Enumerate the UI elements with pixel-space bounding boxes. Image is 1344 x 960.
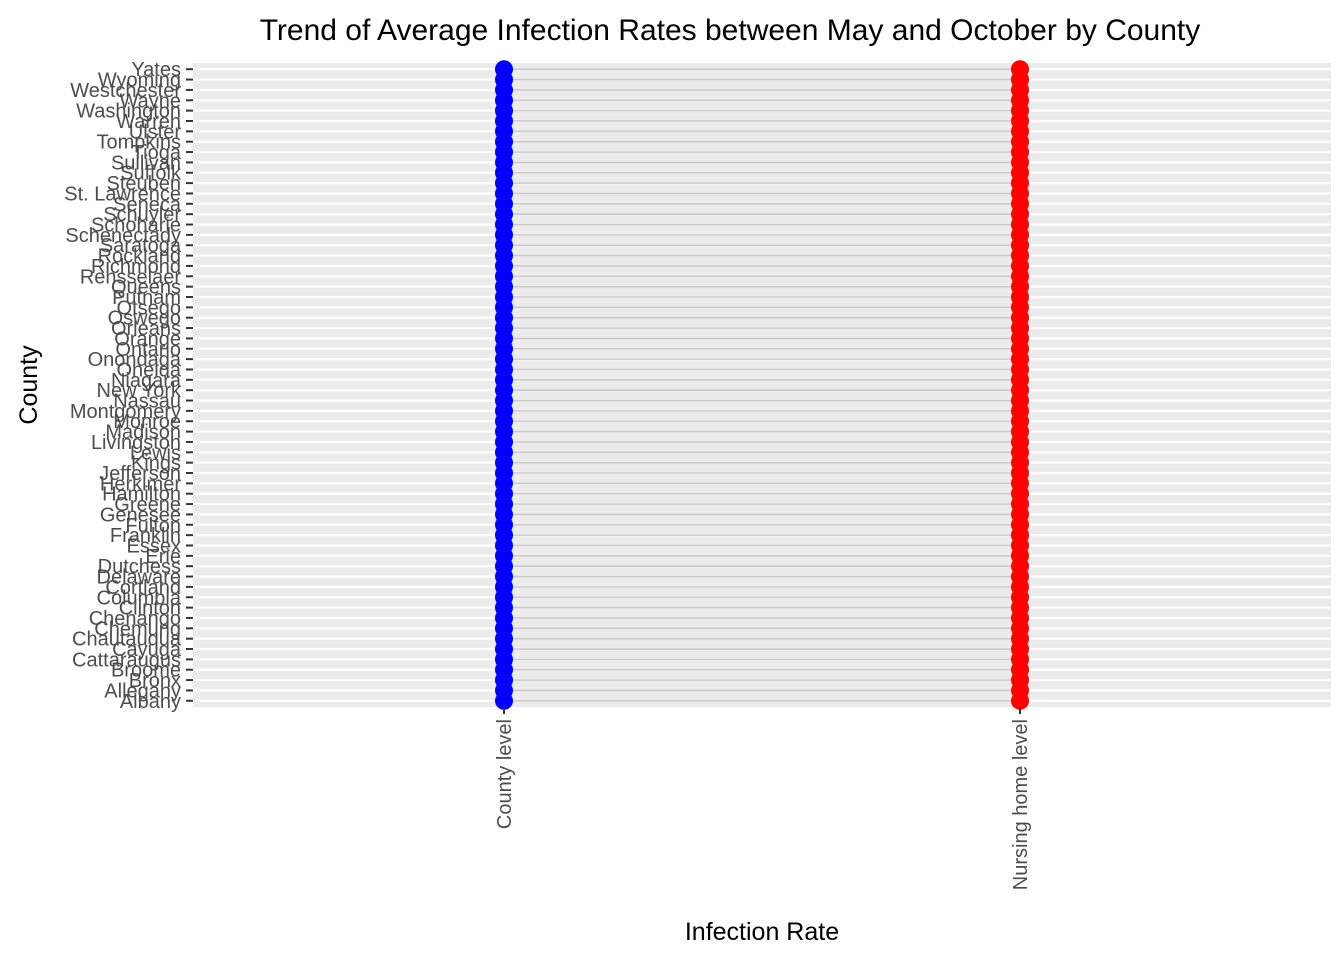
y-tick-label: Lewis	[130, 442, 181, 464]
y-tick-label: Broome	[111, 660, 181, 682]
x-tick-label: County level	[494, 719, 516, 829]
y-tick-label: Monroe	[113, 411, 181, 433]
y-tick-label: Fulton	[125, 515, 181, 537]
point	[495, 60, 513, 79]
y-tick-label: Madison	[105, 422, 181, 444]
y-tick-label: Putnam	[112, 287, 181, 309]
y-tick-label: Washington	[76, 101, 181, 123]
y-tick-label: Erie	[145, 546, 181, 568]
y-tick-label: Bronx	[129, 670, 181, 692]
plot-panel	[193, 63, 1331, 707]
y-tick-label: Schuyler	[103, 204, 181, 226]
y-tick-label: Tompkins	[97, 132, 181, 154]
y-tick-label: Seneca	[113, 194, 182, 216]
y-tick-label: Wyoming	[98, 70, 181, 92]
x-axis-label: Infection Rate	[685, 918, 839, 946]
point	[1011, 60, 1029, 79]
y-tick-label: Herkimer	[100, 473, 181, 495]
y-tick-label: Niagara	[111, 370, 182, 392]
y-tick-label: Columbia	[97, 587, 182, 609]
y-tick-label: Otsego	[117, 297, 181, 319]
y-tick-label: Onondaga	[88, 349, 182, 371]
y-tick-label: Sullivan	[111, 152, 181, 174]
y-tick-label: St. Lawrence	[64, 183, 181, 205]
y-tick-label: Yates	[131, 59, 181, 81]
y-tick-label: Hamilton	[102, 484, 181, 506]
y-tick-label: Cattaraugus	[72, 649, 181, 671]
y-tick-label: Chenango	[89, 608, 181, 630]
y-axis: AlbanyAlleganyBronxBroomeCattaraugusCayu…	[64, 59, 193, 713]
y-axis-label: County	[15, 345, 43, 425]
y-tick-label: Greene	[114, 494, 181, 516]
y-tick-label: Suffolk	[120, 163, 182, 185]
y-tick-label: Livingston	[91, 432, 181, 454]
y-tick-label: Tioga	[132, 142, 182, 164]
y-tick-label: Rockland	[98, 246, 181, 268]
y-tick-label: Orleans	[111, 318, 181, 340]
y-tick-label: Cayuga	[112, 639, 182, 661]
y-tick-label: Delaware	[97, 567, 181, 589]
y-tick-label: Essex	[127, 535, 181, 557]
x-tick-label: Nursing home level	[1010, 719, 1032, 890]
y-tick-label: Ontario	[115, 339, 181, 361]
points	[495, 60, 1029, 710]
y-tick-label: Schenectady	[65, 225, 181, 247]
y-tick-label: Jefferson	[99, 463, 181, 485]
y-tick-label: Oswego	[108, 308, 181, 330]
y-tick-label: Chemung	[94, 618, 181, 640]
y-tick-label: Rensselaer	[80, 266, 182, 288]
chart-title: Trend of Average Infection Rates between…	[260, 14, 1201, 47]
y-tick-label: Wayne	[119, 90, 181, 112]
y-tick-label: Franklin	[110, 525, 181, 547]
y-tick-label: Westchester	[70, 80, 181, 102]
y-tick-label: Orange	[114, 328, 181, 350]
y-tick-label: Dutchess	[98, 556, 181, 578]
y-tick-label: Chautauqua	[72, 629, 182, 651]
y-tick-label: Clinton	[119, 598, 181, 620]
y-tick-label: Queens	[111, 277, 181, 299]
y-tick-label: Kings	[131, 453, 181, 475]
y-tick-label: Richmond	[91, 256, 181, 278]
y-tick-label: New York	[97, 380, 182, 402]
y-tick-label: Schoharie	[91, 215, 181, 237]
y-tick-label: Saratoga	[100, 235, 182, 257]
y-tick-label: Nassau	[113, 391, 181, 413]
y-tick-label: Cortland	[105, 577, 181, 599]
y-tick-label: Genesee	[100, 504, 181, 526]
y-tick-label: Montgomery	[70, 401, 181, 423]
y-tick-label: Allegany	[104, 680, 181, 702]
y-tick-label: Oneida	[117, 359, 182, 381]
y-tick-label: Warren	[116, 111, 181, 133]
y-tick-label: Ulster	[129, 121, 182, 143]
x-axis: County level Nursing home level	[494, 707, 1032, 890]
y-tick-label: Albany	[120, 691, 181, 713]
y-tick-label: Steuben	[106, 173, 181, 195]
segments	[504, 68, 1020, 702]
